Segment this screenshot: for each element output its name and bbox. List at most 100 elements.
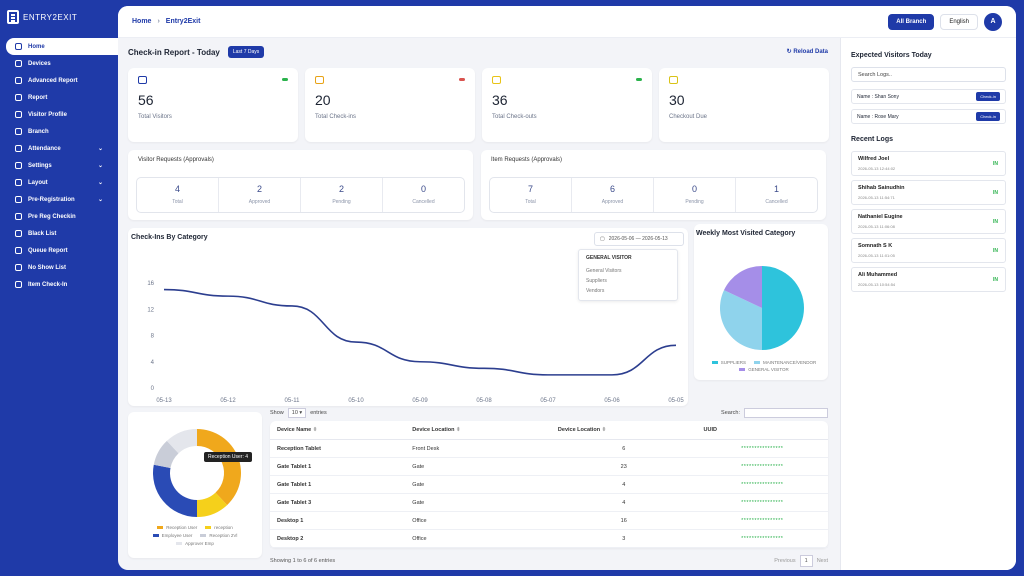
log-item[interactable]: Shihab Sainudhin 2026-05-13 11:54:71 IN	[851, 180, 1006, 205]
request-label: Cancelled	[412, 199, 435, 205]
nav-icon	[15, 60, 22, 67]
column-header[interactable]: Device Name ⬍	[270, 421, 406, 440]
table-cell: Gate	[405, 475, 551, 494]
sidebar-item-settings[interactable]: Settings ⌄	[0, 157, 118, 174]
pie-slice[interactable]	[153, 440, 179, 468]
legend-label: Reception User	[166, 525, 198, 530]
line-chart-tooltip: GENERAL VISITOR General Visitors Supplie…	[578, 249, 678, 301]
item-requests-card: Item Requests (Approvals) 7 Total 6 Approve…	[481, 150, 826, 220]
pie-slice[interactable]	[720, 290, 762, 350]
visitor-requests-box: 4 Total 2 Approved 2 Pending 0 Cancelled	[136, 177, 465, 213]
request-stat[interactable]: 7 Total	[490, 178, 572, 212]
breadcrumb-current[interactable]: Entry2Exit	[165, 18, 201, 25]
search-logs-input[interactable]: Search Logs..	[851, 67, 1006, 82]
breadcrumb-home[interactable]: Home	[132, 18, 152, 25]
log-item[interactable]: Ali Muhammed 2026-05-13 10:54:54 IN	[851, 267, 1006, 292]
main-area: Home › Entry2Exit All Branch English A C…	[118, 6, 1016, 570]
sidebar-item-home[interactable]: Home	[6, 38, 118, 55]
sidebar-item-black-list[interactable]: Black List	[0, 225, 118, 242]
visitor-name: Name : Rose Mary	[857, 113, 899, 120]
legend-item[interactable]: SUPPLIERS	[711, 360, 746, 365]
table-cell: Desktop 2	[270, 529, 406, 548]
legend-item[interactable]: Approver Emp	[176, 541, 214, 546]
check-in-button[interactable]: Check-in	[976, 92, 1000, 101]
check-in-button[interactable]: Check-in	[976, 112, 1000, 121]
column-header[interactable]: Device Location ⬍	[550, 421, 697, 440]
table-row[interactable]: Gate Tablet 1 Gate 4 ****************	[270, 475, 828, 494]
legend-item[interactable]: Reception 2Vl	[200, 533, 237, 538]
sidebar-item-queue-report[interactable]: Queue Report	[0, 242, 118, 259]
date-range-picker[interactable]: ▢ 2026-05-06 — 2026-05-13	[594, 232, 684, 246]
reload-data-button[interactable]: ↻ Reload Data	[787, 48, 828, 55]
sidebar-item-pre-registration[interactable]: Pre-Registration ⌄	[0, 191, 118, 208]
stat-icon	[315, 76, 324, 84]
log-time: 2026-05-13 12:44:02	[858, 166, 896, 171]
request-stat[interactable]: 6 Approved	[572, 178, 654, 212]
next-page-button[interactable]: Next	[816, 558, 828, 564]
table-row[interactable]: Gate Tablet 3 Gate 4 ****************	[270, 493, 828, 512]
pie-slice[interactable]	[723, 266, 762, 308]
sidebar-item-report[interactable]: Report	[0, 89, 118, 106]
table-row[interactable]: Desktop 1 Office 16 ****************	[270, 511, 828, 530]
column-header-label: Device Location	[412, 427, 455, 433]
table-row[interactable]: Gate Tablet 1 Gate 23 ****************	[270, 457, 828, 476]
stat-label: Checkout Due	[669, 114, 708, 120]
sidebar-item-advanced-report[interactable]: Advanced Report	[0, 72, 118, 89]
legend-item[interactable]: reception	[205, 525, 233, 530]
request-stat[interactable]: 4 Total	[137, 178, 219, 212]
legend-item[interactable]: Reception User	[157, 525, 197, 530]
avatar[interactable]: A	[984, 12, 1002, 31]
sidebar-item-label: Black List	[28, 230, 57, 237]
sidebar-item-pre-reg-checkin[interactable]: Pre Reg Checkin	[0, 208, 118, 225]
sidebar-item-branch[interactable]: Branch	[0, 123, 118, 140]
table-cell: ****************	[696, 493, 828, 512]
pie-slice[interactable]	[166, 429, 197, 454]
sidebar-item-devices[interactable]: Devices	[0, 55, 118, 72]
request-stat[interactable]: 0 Pending	[654, 178, 736, 212]
log-item[interactable]: Wilfred Joel 2026-05-13 12:44:02 IN	[851, 151, 1006, 176]
legend-item[interactable]: Employee User	[152, 533, 192, 538]
sidebar-item-layout[interactable]: Layout ⌄	[0, 174, 118, 191]
range-badge[interactable]: Last 7 Days	[227, 46, 265, 58]
request-stat[interactable]: 1 Cancelled	[736, 178, 817, 212]
nav-icon	[15, 247, 22, 254]
entries-label: entries	[310, 410, 327, 416]
request-stat[interactable]: 2 Pending	[301, 178, 383, 212]
table-row[interactable]: Desktop 2 Office 3 ****************	[270, 529, 828, 548]
legend-item[interactable]: GENERAL VISITOR	[739, 367, 789, 372]
request-stat[interactable]: 2 Approved	[219, 178, 301, 212]
sidebar-item-visitor-profile[interactable]: Visitor Profile	[0, 106, 118, 123]
legend-item[interactable]: MAINTENANCE/VENDOR	[754, 360, 816, 365]
language-button[interactable]: English	[940, 13, 978, 30]
all-branch-button[interactable]: All Branch	[888, 13, 935, 30]
log-item[interactable]: Somnath S K 2026-05-13 11:01:05 IN	[851, 238, 1006, 263]
nav-icon	[15, 179, 22, 186]
page-1-button[interactable]: 1	[799, 555, 813, 567]
pie-slice[interactable]	[153, 464, 197, 517]
pie-slice[interactable]	[197, 492, 228, 517]
table-cell: Reception Tablet	[270, 439, 406, 458]
prev-page-button[interactable]: Previous	[774, 558, 796, 564]
entries-select[interactable]: 10 ▾	[287, 408, 307, 418]
sidebar-item-attendance[interactable]: Attendance ⌄	[0, 140, 118, 157]
sort-icon: ⬍	[454, 427, 461, 433]
line-chart: 0 4 8 12 16 05-13 05-12 05-11 05-10 05-09 05-08 05-…	[147, 281, 684, 404]
table-search-input[interactable]	[744, 408, 828, 418]
request-label: Approved	[248, 199, 271, 205]
pie-slice[interactable]	[197, 429, 241, 506]
sidebar-nav: Home Devices Advanced Report Report Visitor …	[0, 38, 118, 293]
nav-icon	[15, 77, 22, 84]
brand[interactable]: ENTRY2EXIT	[0, 0, 118, 38]
sidebar-item-item-check-in[interactable]: Item Check-In	[0, 276, 118, 293]
request-label: Cancelled	[765, 199, 788, 205]
stat-label: Total Check-outs	[492, 114, 537, 120]
pie-slice[interactable]	[762, 266, 804, 350]
legend-swatch	[739, 368, 746, 371]
expected-visitor: Name : Shan Sony Check-in	[851, 89, 1006, 104]
table-row[interactable]: Reception Tablet Front Desk 6 *************…	[270, 439, 828, 458]
column-header[interactable]: UUID	[696, 421, 828, 440]
sidebar-item-no-show-list[interactable]: No Show List	[0, 259, 118, 276]
column-header[interactable]: Device Location ⬍	[405, 421, 551, 440]
request-stat[interactable]: 0 Cancelled	[383, 178, 464, 212]
log-item[interactable]: Nathaniel Eugine 2026-05-13 11:06:08 IN	[851, 209, 1006, 234]
